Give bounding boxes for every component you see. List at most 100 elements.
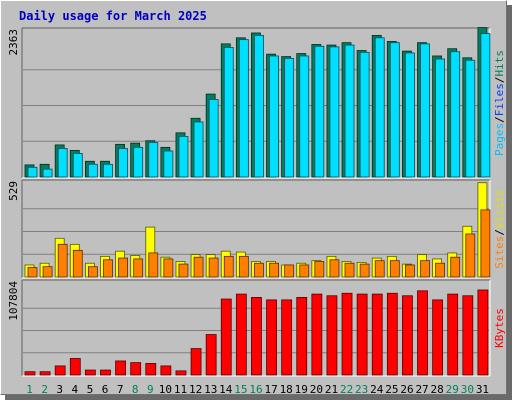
bar-sites-day-22 [344,262,355,278]
bar-kbytes-day-27 [417,290,428,376]
bar-files-day-7 [118,148,128,178]
x-tick-label: 20 [310,383,323,396]
bar-files-day-31 [480,33,491,178]
bar-kbytes-day-24 [371,293,383,376]
bar-sites-day-21 [329,259,340,278]
bar-files-day-30 [465,59,476,178]
bar-sites-day-20 [314,261,325,278]
x-tick-label: 27 [415,383,428,396]
x-tick-label: 2 [41,383,48,396]
x-tick-label: 31 [476,383,489,396]
chart-panels: 2363Pages/Files/Hits529Sites/Visits10780… [7,27,506,377]
x-tick-label: 7 [117,383,124,396]
bar-files-day-22 [344,44,355,178]
bar-files-day-11 [178,136,189,178]
bar-files-day-25 [389,42,400,178]
bar-kbytes-day-7 [115,360,126,376]
legend-panel-1: Pages/Files/Hits [493,50,506,156]
x-tick-label: 25 [385,383,398,396]
bar-kbytes-day-28 [432,299,444,376]
bar-kbytes-day-22 [341,292,353,376]
bar-files-day-24 [374,37,385,178]
x-axis-day-labels: 1 2 3 4 5 6 7 8 9 10 11 12 13 14 15 16 17 18 19 20 21 22 23 24 2… [26,383,489,396]
bar-sites-day-5 [87,266,98,278]
legend-entry: / [493,229,506,236]
bar-files-day-20 [314,45,325,178]
bar-files-day-1 [27,166,38,178]
bar-sites-day-16 [254,262,264,278]
frame-shadow-bottom [5,395,512,400]
bar-sites-day-26 [405,264,415,278]
bar-files-day-19 [299,55,310,178]
x-tick-label: 17 [264,383,277,396]
x-tick-label: 19 [295,383,308,396]
bar-kbytes-day-21 [326,295,338,376]
bar-files-day-4 [72,152,83,178]
bar-kbytes-day-31 [477,289,489,376]
bar-kbytes-day-20 [311,293,323,376]
x-tick-label: 6 [102,383,109,396]
x-tick-label: 29 [446,383,459,396]
bar-sites-day-7 [118,257,128,278]
bar-files-day-13 [208,99,219,178]
x-tick-label: 3 [56,383,63,396]
bar-kbytes-day-11 [175,370,187,376]
x-tick-label: 14 [219,383,233,396]
bar-kbytes-day-9 [145,363,157,376]
x-tick-label: 16 [249,383,262,396]
x-tick-label: 11 [174,383,187,396]
bar-files-day-2 [42,168,53,178]
bar-files-day-29 [450,51,461,178]
bar-sites-day-10 [163,258,174,278]
bar-sites-day-23 [359,263,370,278]
x-tick-label: 26 [400,383,413,396]
bar-files-day-10 [163,150,174,178]
bar-sites-day-30 [465,233,476,278]
x-tick-label: 18 [280,383,293,396]
bar-sites-day-19 [299,264,310,278]
bar-files-day-26 [405,52,415,178]
bar-sites-day-17 [269,262,279,278]
bar-files-day-6 [103,163,113,178]
bar-files-day-9 [148,142,159,178]
bar-sites-day-12 [193,256,204,278]
x-tick-label: 4 [72,383,79,396]
bar-sites-day-24 [374,260,385,278]
bar-sites-day-14 [223,255,234,278]
bar-files-day-5 [87,163,98,178]
bar-kbytes-day-12 [190,348,202,376]
legend-entry: / [493,116,506,123]
x-tick-label: 24 [370,383,384,396]
bar-kbytes-day-17 [266,299,277,376]
legend-entry: Visits [493,189,506,229]
bar-sites-day-9 [148,252,159,278]
bar-kbytes-day-2 [39,371,51,376]
panel-3: 107804 KBytes [7,279,506,377]
bar-kbytes-day-18 [281,299,293,376]
y-max-label: 529 [7,181,20,201]
legend-entry: Pages [493,123,506,156]
bar-kbytes-day-16 [251,296,262,376]
bar-files-day-28 [435,58,446,178]
bar-kbytes-day-13 [205,334,217,376]
x-tick-label: 1 [26,383,33,396]
bar-sites-day-8 [133,258,144,278]
x-tick-label: 22 [340,383,353,396]
bar-files-day-14 [223,47,234,178]
x-tick-label: 13 [204,383,217,396]
frame-shadow-right [507,5,512,400]
x-tick-label: 8 [132,383,139,396]
bar-kbytes-day-15 [235,293,247,376]
x-tick-label: 30 [461,383,474,396]
bar-sites-day-1 [27,267,38,278]
bar-sites-day-11 [178,263,189,278]
legend-panel-3: KBytes [493,308,506,348]
bar-sites-day-13 [208,257,219,278]
legend-entry: / [493,77,506,84]
legend-panel-2: Sites/Visits [493,189,506,269]
x-tick-label: 15 [234,383,247,396]
bar-sites-day-28 [435,262,446,278]
bar-kbytes-day-5 [84,369,96,376]
x-tick-label: 10 [159,383,172,396]
